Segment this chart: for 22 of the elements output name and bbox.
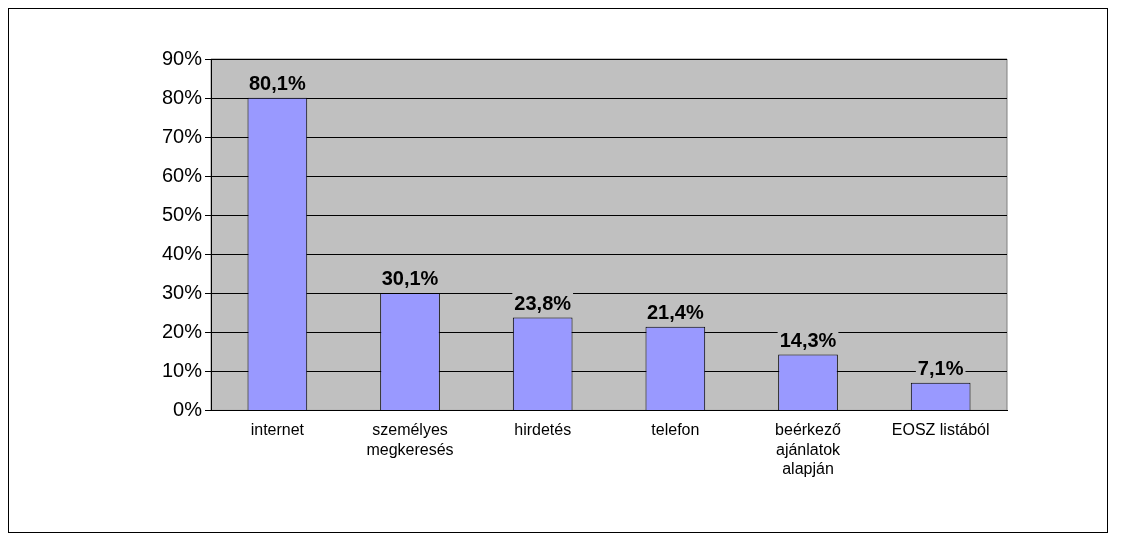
y-tick-label: 70% xyxy=(162,124,203,147)
y-tick-label: 80% xyxy=(162,85,203,108)
x-tick-label: telefon xyxy=(651,421,700,439)
x-tick-label: személyes megkeresés xyxy=(366,421,454,458)
data-label: 14,3% xyxy=(779,329,837,352)
y-tick-label: 30% xyxy=(162,280,203,303)
data-label: 21,4% xyxy=(646,301,704,324)
data-label: 30,1% xyxy=(381,267,439,290)
y-tick-label: 60% xyxy=(162,163,203,186)
data-label: 7,1% xyxy=(917,357,964,380)
y-tick-label: 90% xyxy=(162,46,203,69)
y-tick-label: 40% xyxy=(162,241,203,264)
x-tick-label: EOSZ listából xyxy=(891,421,990,439)
x-tick-label: internet xyxy=(250,421,305,439)
data-label: 80,1% xyxy=(249,72,306,95)
x-tick-label: beérkező ajánlatok alapján xyxy=(775,421,842,477)
data-label: 23,8% xyxy=(514,291,572,314)
x-tick-label: hirdetés xyxy=(514,421,572,439)
y-tick-label: 50% xyxy=(162,202,203,225)
y-tick-label: 10% xyxy=(162,358,203,381)
y-tick-label: 0% xyxy=(173,397,203,420)
y-tick-label: 20% xyxy=(162,319,203,342)
